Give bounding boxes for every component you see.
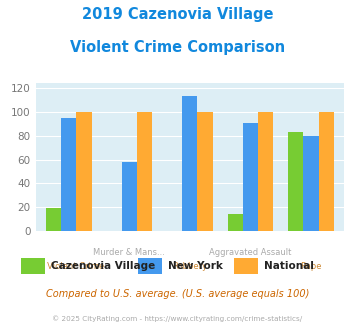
Text: National: National [264,261,313,271]
Text: Murder & Mans...: Murder & Mans... [93,248,165,257]
Text: Compared to U.S. average. (U.S. average equals 100): Compared to U.S. average. (U.S. average … [46,289,309,299]
Text: All Violent Crime: All Violent Crime [34,262,104,271]
Bar [228,214,243,231]
Bar [122,162,137,231]
Bar [243,123,258,231]
Text: Robbery: Robbery [173,262,207,271]
Text: Rape: Rape [300,262,322,271]
Bar [76,112,92,231]
Bar [288,132,304,231]
Text: Aggravated Assault: Aggravated Assault [209,248,292,257]
Text: Cazenovia Village: Cazenovia Village [51,261,155,271]
Bar [304,136,319,231]
Bar [182,96,197,231]
Bar [46,209,61,231]
Text: Violent Crime Comparison: Violent Crime Comparison [70,40,285,54]
Bar [197,112,213,231]
Bar [319,112,334,231]
Text: New York: New York [168,261,223,271]
Bar [258,112,273,231]
Text: 2019 Cazenovia Village: 2019 Cazenovia Village [82,7,273,21]
Bar [137,112,152,231]
Text: © 2025 CityRating.com - https://www.cityrating.com/crime-statistics/: © 2025 CityRating.com - https://www.city… [53,315,302,322]
Bar [61,118,76,231]
